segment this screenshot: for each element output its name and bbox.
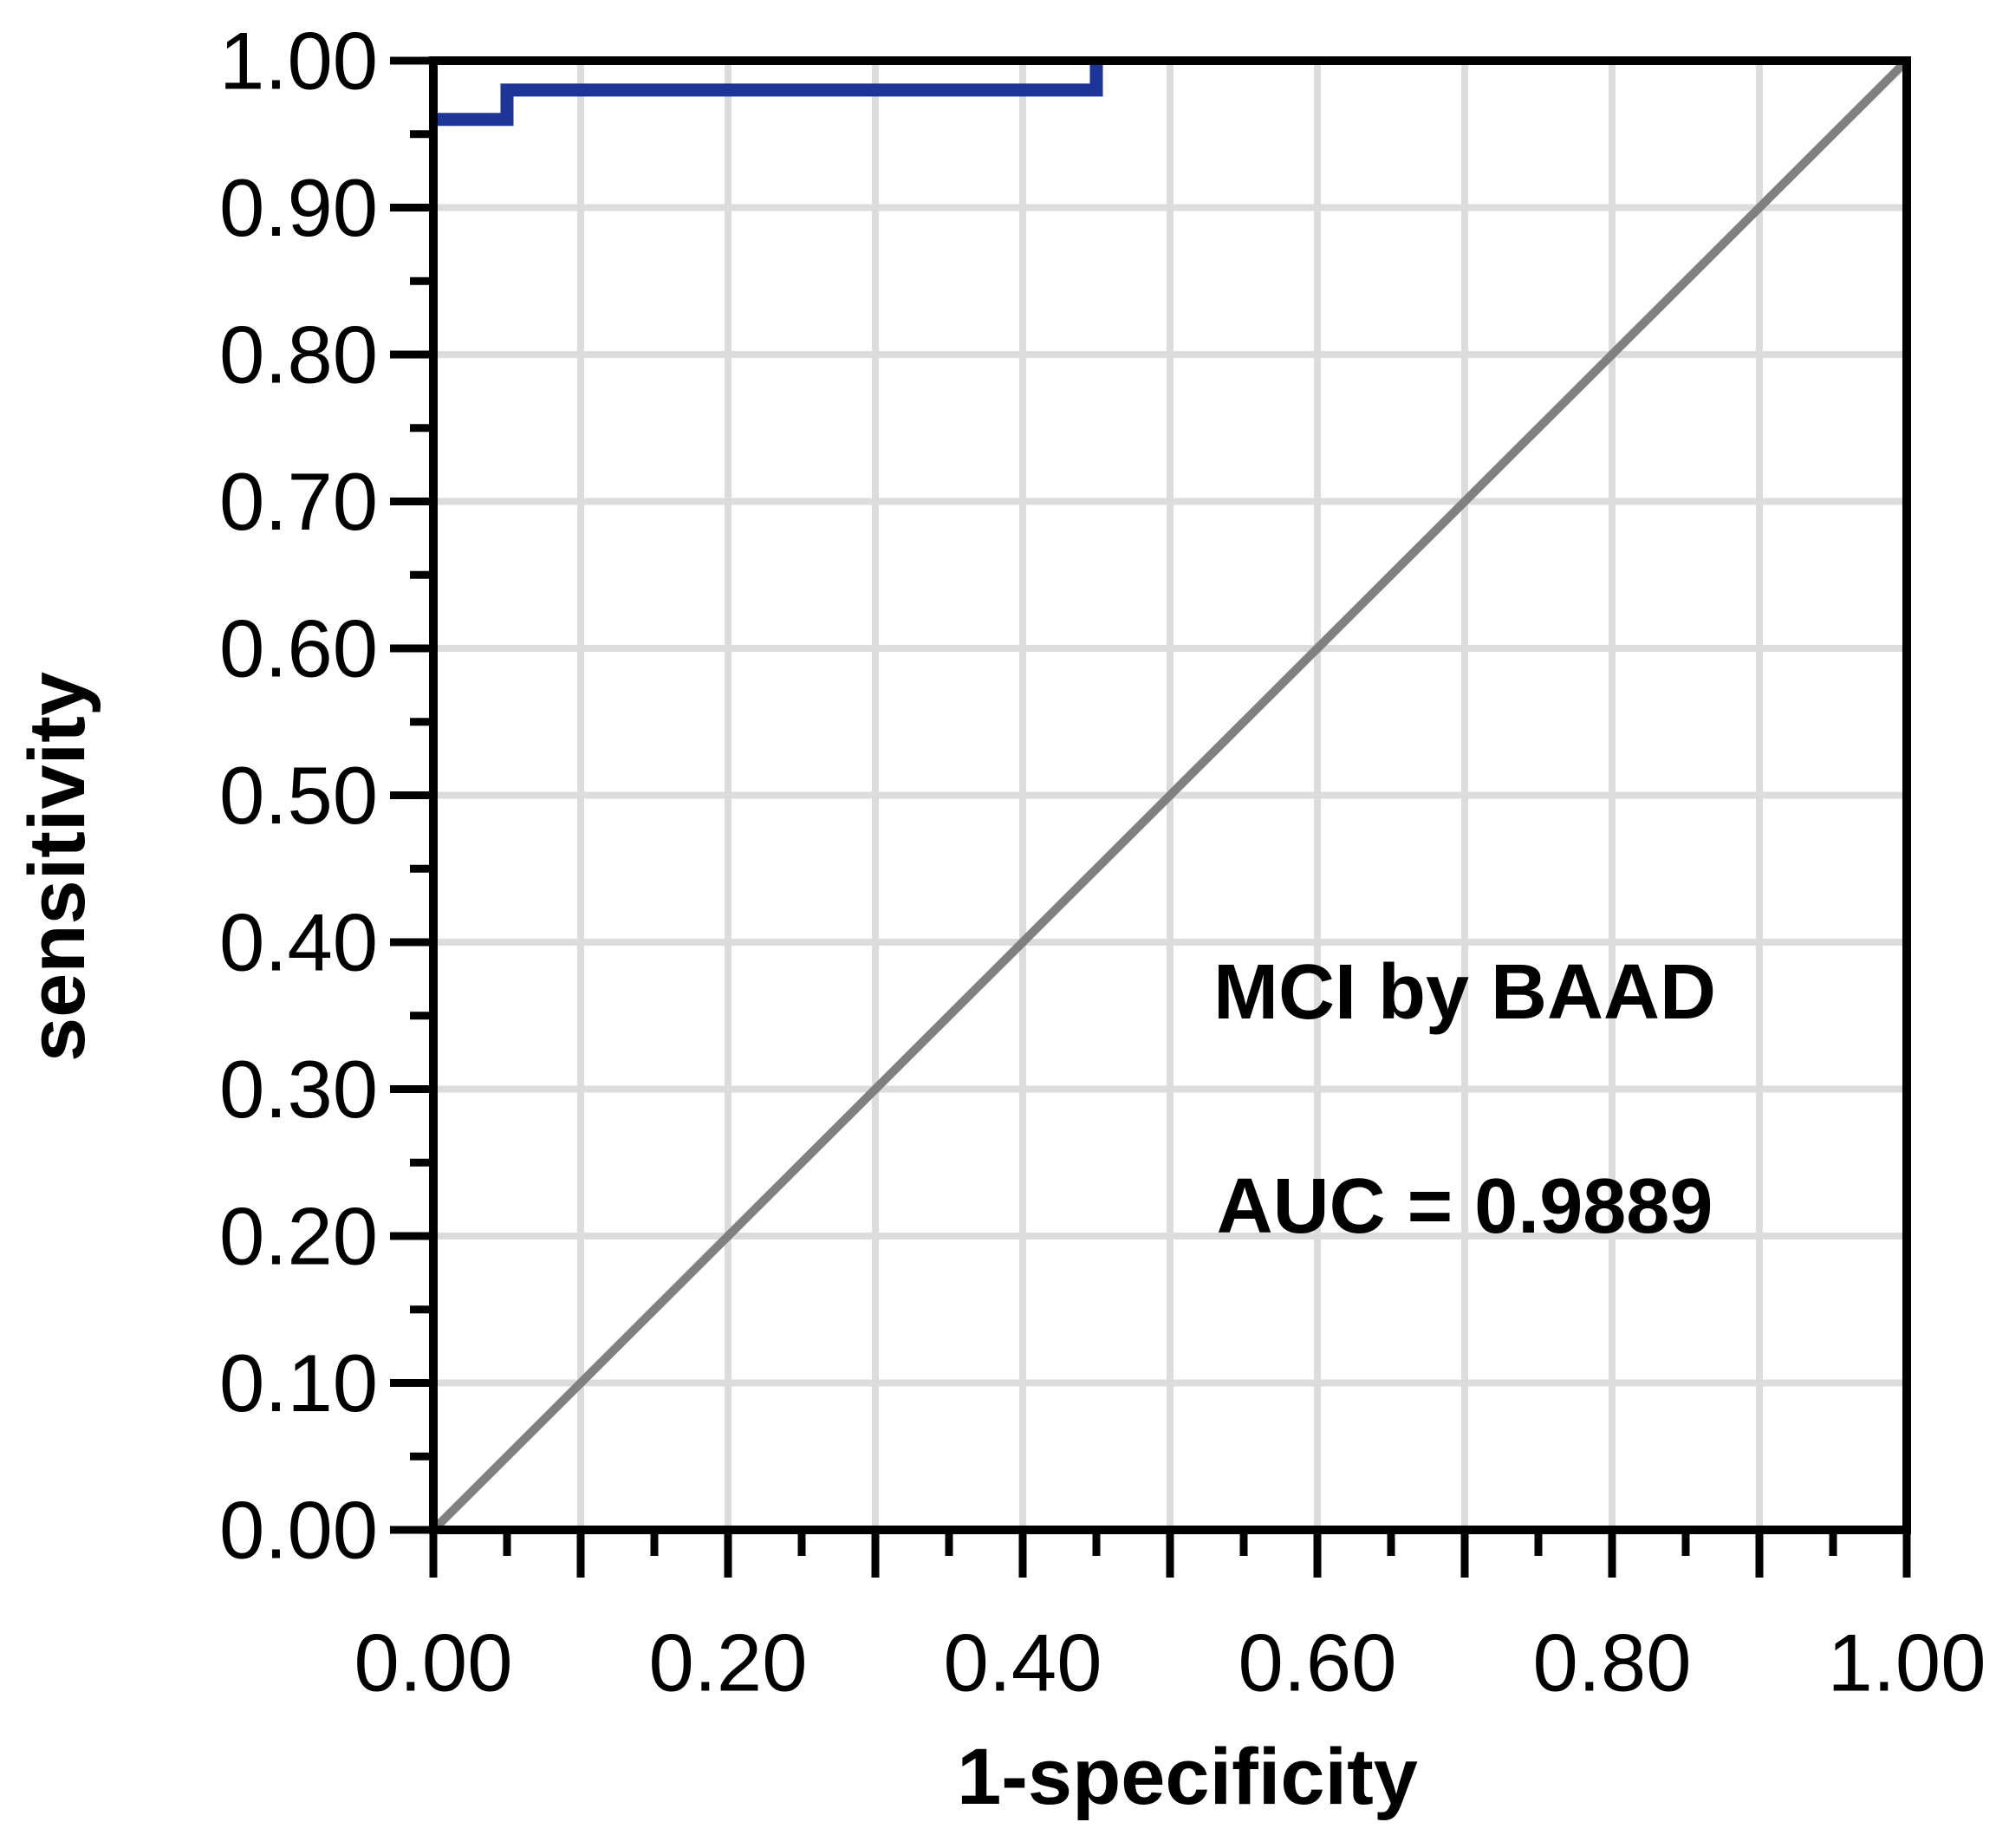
y-tick-label: 0.80 — [219, 309, 378, 400]
y-tick-label: 0.40 — [219, 897, 378, 988]
annotation-auc-value: AUC = 0.9889 — [1217, 1163, 1713, 1250]
x-tick-label: 0.80 — [1533, 1617, 1692, 1708]
roc-curve-layer — [433, 61, 1103, 127]
y-axis-title: sensitivity — [13, 672, 101, 1062]
roc-curve — [433, 61, 1103, 127]
x-tick-label: 0.00 — [354, 1617, 513, 1708]
x-tick-label: 0.60 — [1239, 1617, 1397, 1708]
x-tick-label: 1.00 — [1828, 1617, 1986, 1708]
reference-line-layer — [430, 57, 1910, 1533]
y-tick-label: 0.00 — [219, 1485, 378, 1576]
diagonal-reference-line — [430, 57, 1910, 1533]
y-tick-labels: 0.00 0.10 0.20 0.30 0.40 0.50 0.60 0.70 0.80 0.90… — [219, 16, 378, 1576]
x-tick-label: 0.40 — [944, 1617, 1102, 1708]
y-tick-label: 0.30 — [219, 1044, 378, 1135]
x-tick-label: 0.20 — [649, 1617, 808, 1708]
y-tick-label: 0.70 — [219, 456, 378, 547]
annotation-series-label: MCI by BAAD — [1213, 949, 1716, 1036]
y-tick-label: 0.10 — [219, 1337, 378, 1428]
y-tick-label: 1.00 — [219, 16, 378, 107]
x-axis-title: 1-specificity — [957, 1733, 1418, 1821]
y-tick-label: 0.50 — [219, 750, 378, 841]
x-tick-labels: 0.00 0.20 0.40 0.60 0.80 1.00 — [354, 1617, 1986, 1708]
y-tick-label: 0.90 — [219, 162, 378, 253]
y-tick-label: 0.60 — [219, 603, 378, 694]
y-tick-label: 0.20 — [219, 1191, 378, 1282]
axis-ticks-layer — [390, 56, 1911, 1578]
